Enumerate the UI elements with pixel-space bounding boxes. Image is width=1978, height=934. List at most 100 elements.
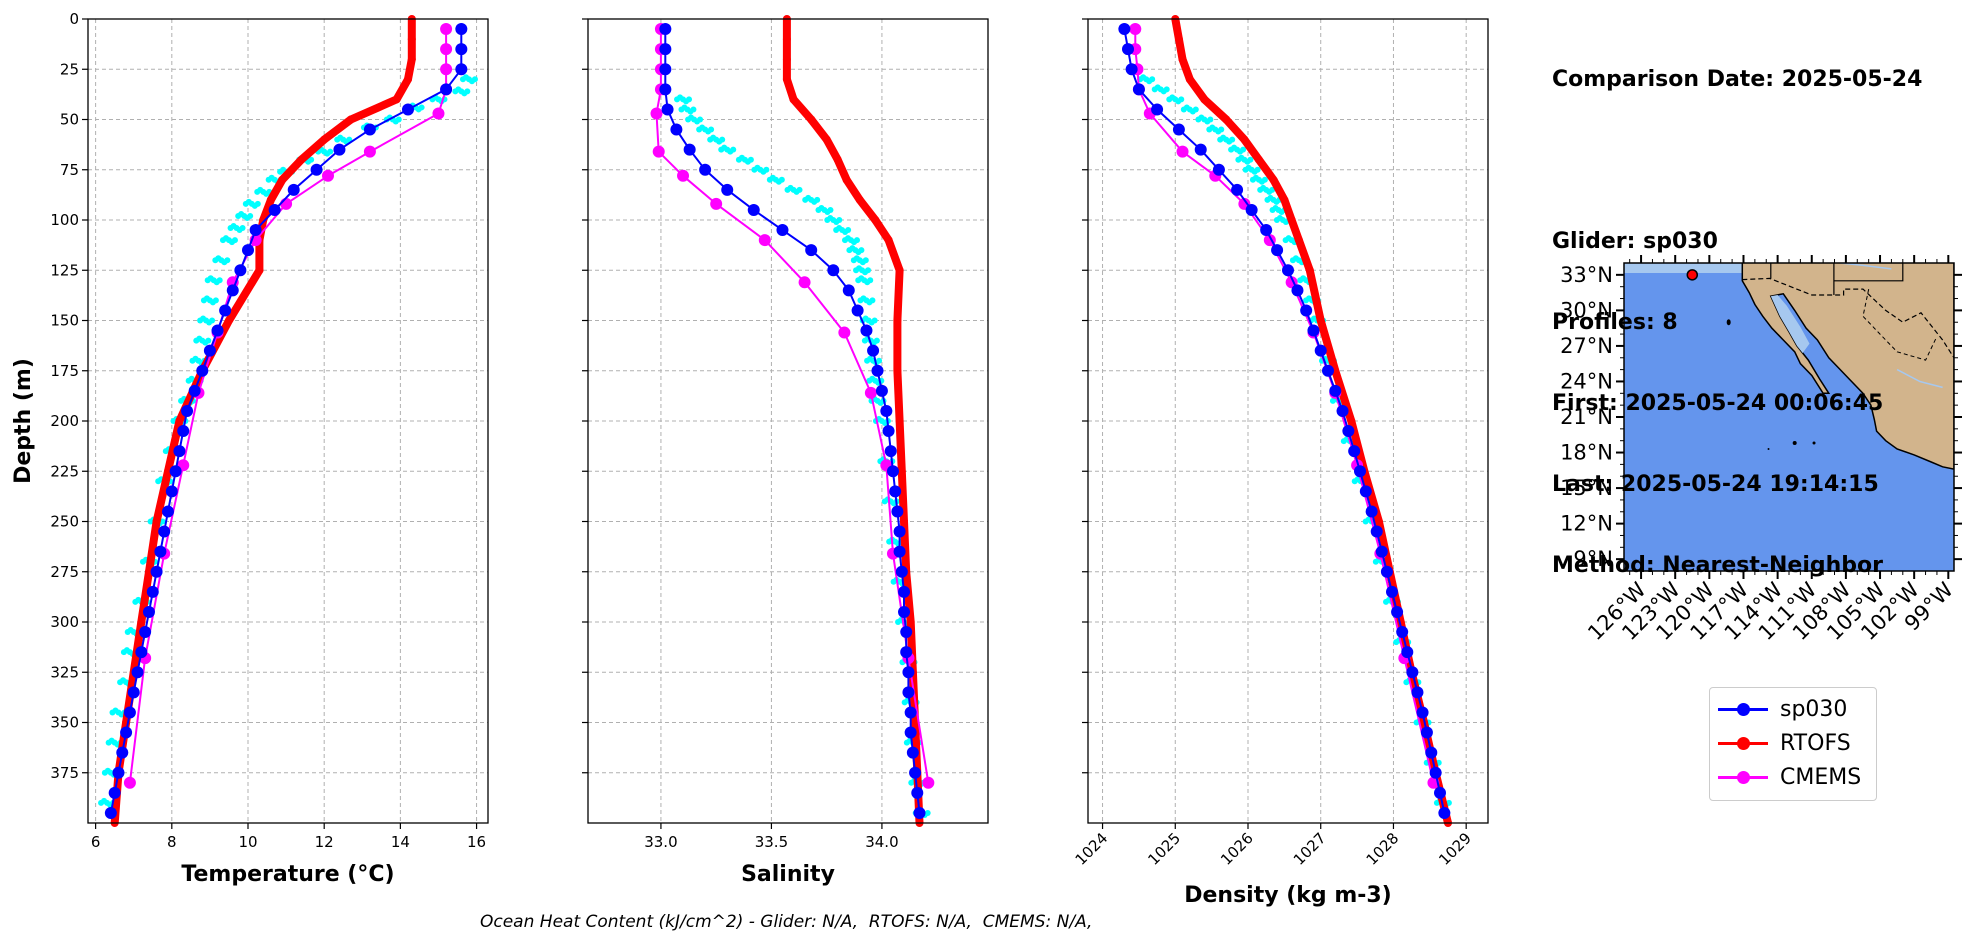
series-point-sp030: [913, 806, 926, 819]
series-point-sp030: [886, 465, 899, 478]
series-point-rtofs: [895, 266, 904, 275]
y-axis-label: Depth (m): [11, 358, 36, 484]
series-point-rtofs: [871, 216, 880, 224]
series-point-rtofs: [1185, 75, 1194, 84]
y-tick-label: 150: [50, 312, 79, 330]
raw-glider-point: [327, 148, 334, 155]
raw-glider-point: [867, 277, 874, 284]
x-tick-label: 1027: [1290, 829, 1330, 869]
series-point-sp030: [177, 425, 190, 438]
series-point-sp030: [203, 344, 216, 357]
raw-glider-point: [418, 104, 425, 111]
series-point-sp030: [842, 284, 855, 297]
series-point-rtofs: [152, 517, 161, 526]
series-point-sp030: [1212, 163, 1225, 176]
series-point-sp030: [211, 324, 224, 337]
lat-tick-label: 33°N: [1560, 263, 1613, 287]
series-point-rtofs: [900, 517, 909, 526]
series-point-sp030: [699, 163, 712, 176]
series-point-cmems: [650, 107, 663, 120]
series-point-cmems: [838, 326, 851, 339]
raw-glider-point: [247, 212, 254, 219]
series-point-sp030: [1125, 63, 1138, 76]
series-point-sp030: [158, 525, 171, 538]
series-point-sp030: [226, 284, 239, 297]
series-point-sp030: [234, 264, 247, 277]
y-tick-label: 125: [50, 261, 79, 279]
raw-glider-point: [1163, 86, 1170, 93]
series-point-rtofs: [782, 35, 791, 44]
raw-glider-point: [763, 166, 770, 173]
series-point-sp030: [747, 203, 760, 216]
series-point-sp030: [1271, 244, 1284, 257]
raw-glider-point: [395, 116, 402, 123]
series-point-sp030: [1291, 284, 1304, 297]
series-point-cmems: [652, 145, 665, 158]
y-tick-label: 325: [50, 663, 79, 681]
raw-glider-point: [686, 96, 693, 103]
series-point-rtofs: [404, 75, 412, 84]
raw-glider-point: [778, 176, 785, 183]
series-point-cmems: [864, 386, 877, 399]
x-tick-label: 1024: [1072, 829, 1112, 869]
legend-label: RTOFS: [1780, 730, 1851, 756]
series-point-rtofs: [266, 195, 275, 204]
series-point-rtofs: [1254, 155, 1263, 164]
series-point-sp030: [805, 244, 818, 257]
raw-glider-point: [254, 200, 261, 207]
series-point-sp030: [1314, 344, 1327, 357]
series-point-rtofs: [884, 236, 893, 245]
raw-glider-point: [1261, 176, 1268, 183]
raw-glider-point: [1254, 166, 1261, 173]
series-point-cmems: [710, 197, 723, 210]
series-line-cmems: [1134, 29, 1435, 784]
raw-glider-point: [869, 297, 876, 304]
series-point-cmems: [758, 234, 771, 247]
series-point-sp030: [661, 103, 674, 116]
series-point-sp030: [893, 525, 906, 538]
series-point-sp030: [169, 465, 182, 478]
series-point-rtofs: [842, 175, 851, 184]
series-point-sp030: [1416, 706, 1429, 719]
series-point-sp030: [120, 726, 133, 739]
raw-glider-point: [231, 237, 238, 244]
series-point-sp030: [1151, 103, 1164, 116]
raw-glider-point: [216, 277, 223, 284]
series-point-sp030: [1118, 23, 1131, 36]
series-point-sp030: [135, 646, 148, 659]
raw-glider-point: [1240, 146, 1247, 153]
series-point-rtofs: [1174, 35, 1183, 44]
legend-item-cmems: CMEMS: [1718, 762, 1861, 792]
series-point-sp030: [900, 646, 913, 659]
series-point-sp030: [884, 445, 897, 458]
y-tick-label: 175: [50, 362, 79, 380]
series-point-sp030: [902, 686, 915, 699]
series-point-sp030: [902, 666, 915, 679]
river: [1896, 368, 1943, 389]
series-point-cmems: [440, 23, 453, 36]
series-point-sp030: [683, 143, 696, 156]
series-point-cmems: [363, 145, 376, 158]
series-point-sp030: [108, 786, 121, 799]
series-point-rtofs: [320, 135, 329, 144]
raw-glider-point: [1218, 126, 1225, 133]
series-point-sp030: [895, 565, 908, 578]
y-tick-label: 350: [50, 714, 79, 732]
series-point-sp030: [363, 123, 376, 136]
series-point-sp030: [455, 23, 468, 36]
series-point-sp030: [889, 485, 902, 498]
raw-glider-point: [205, 337, 212, 344]
series-point-sp030: [1370, 525, 1383, 538]
series-point-sp030: [906, 746, 919, 759]
series-point-rtofs: [297, 155, 306, 164]
series-point-rtofs: [1200, 95, 1209, 104]
series-point-cmems: [677, 169, 690, 182]
x-tick-label: 1028: [1363, 829, 1403, 869]
series-point-sp030: [893, 545, 906, 558]
series-point-rtofs: [1269, 175, 1278, 184]
x-tick-label: 10: [238, 833, 257, 851]
series-point-rtofs: [259, 216, 268, 224]
series-point-rtofs: [807, 115, 816, 124]
series-point-sp030: [880, 404, 893, 417]
series-point-sp030: [440, 83, 453, 96]
